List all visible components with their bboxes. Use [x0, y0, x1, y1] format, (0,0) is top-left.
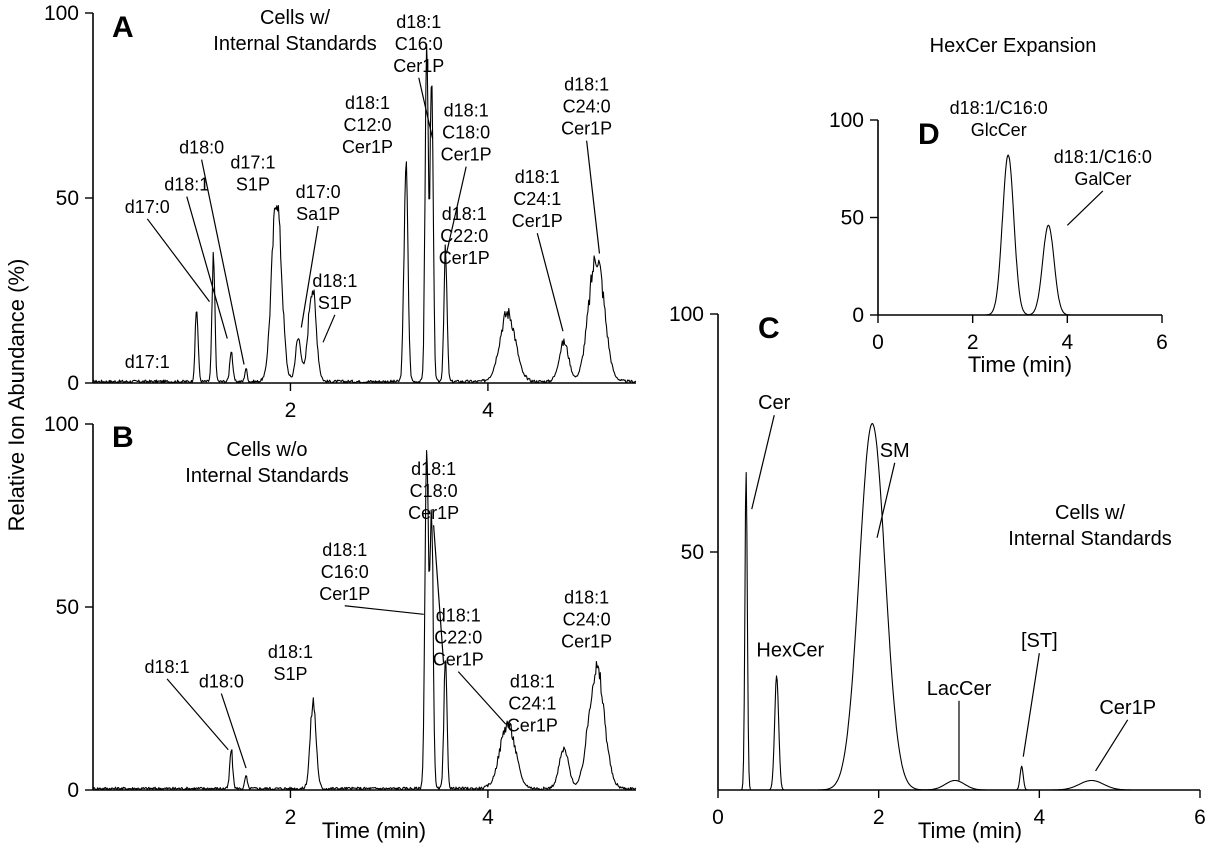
y-tick-label: 100: [44, 413, 79, 436]
peak-annotation: d18:1 C18:0 Cer1P: [441, 101, 492, 165]
peak-annotation: [ST]: [1021, 630, 1058, 652]
peak-annotation: d17:1 S1P: [230, 152, 275, 194]
y-tick-label: 0: [67, 372, 79, 395]
panel-title: Cells w/Internal Standards: [213, 7, 376, 55]
peak-annotation: d18:1 C22:0 Cer1P: [433, 606, 484, 670]
panel-title: HexCer Expansion: [930, 35, 1097, 57]
annotation-leader-line: [876, 462, 896, 538]
peak-annotation: d18:0: [199, 672, 244, 692]
x-tick-label: 2: [285, 806, 297, 829]
annotation-leader-line: [536, 233, 564, 332]
peak-annotation: d18:1/C16:0 GalCer: [1054, 147, 1152, 189]
chromatogram-trace: [92, 449, 637, 791]
annotation-leader-line: [1095, 719, 1129, 772]
peak-annotation: d18:1 S1P: [268, 642, 313, 684]
annotation-leader-line: [1066, 190, 1104, 226]
annotation-leader-line: [300, 225, 319, 328]
peak-annotation: Cer1P: [1099, 697, 1156, 719]
annotation-leader-line: [186, 196, 228, 339]
y-tick-label: 50: [841, 207, 864, 230]
peak-annotation: d18:1 C22:0 Cer1P: [439, 204, 490, 268]
y-tick-label: 50: [56, 596, 79, 619]
peak-annotation: d18:1: [164, 175, 209, 195]
x-tick-label: 2: [285, 399, 297, 422]
peak-annotation: d18:1 C16:0 Cer1P: [319, 540, 370, 604]
y-tick-label: 50: [56, 187, 79, 210]
peak-annotation: HexCer: [756, 640, 824, 662]
annotation-leader-line: [418, 77, 434, 139]
peak-annotation: d18:1 C18:0 Cer1P: [408, 459, 459, 523]
panel-title: Cells w/o Internal Standards: [185, 439, 348, 487]
x-tick-label: 2: [873, 806, 885, 829]
annotation-leader-line: [201, 159, 245, 365]
annotation-leader-line: [344, 605, 424, 615]
chromatogram-trace: [877, 154, 1163, 316]
peak-annotation: d18:1 C24:0 Cer1P: [561, 587, 612, 651]
peak-annotation: d17:1: [125, 352, 170, 372]
annotation-leader-line: [166, 678, 229, 751]
panel-letter: C: [758, 312, 780, 345]
annotation-leader-line: [322, 314, 336, 343]
peak-annotation: d17:0: [125, 197, 170, 217]
peak-annotation: d18:1 C24:0 Cer1P: [561, 75, 612, 139]
x-axis-label: Time (min): [322, 818, 426, 843]
peak-annotation: LacCer: [927, 678, 992, 700]
annotation-leader-line: [445, 166, 467, 254]
annotation-leader-line: [220, 693, 247, 769]
x-tick-label: 4: [482, 806, 494, 829]
chromatogram-trace: [718, 422, 1200, 791]
x-axis-label: Time (min): [918, 818, 1022, 843]
y-tick-label: 100: [829, 109, 864, 132]
y-tick-label: 0: [67, 779, 79, 802]
peak-annotation: d18:1 C24:1 Cer1P: [507, 672, 558, 736]
panel-letter: B: [112, 421, 134, 454]
y-tick-label: 100: [669, 303, 704, 326]
y-tick-label: 50: [681, 541, 704, 564]
y-axis-label: Relative Ion Abundance (%): [4, 259, 29, 532]
annotation-leader-line: [751, 415, 775, 510]
x-tick-label: 6: [1194, 806, 1206, 829]
x-tick-label: 4: [1061, 331, 1073, 354]
annotation-leader-line: [146, 218, 210, 302]
annotation-leader-line: [457, 671, 507, 725]
y-tick-label: 100: [44, 2, 79, 25]
x-tick-label: 2: [967, 331, 979, 354]
peak-annotation: d18:0: [179, 138, 224, 158]
annotation-leader-line: [1022, 653, 1040, 757]
peak-annotation: d18:1 C16:0 Cer1P: [393, 12, 444, 76]
x-tick-label: 4: [482, 399, 494, 422]
peak-annotation: d18:1 C12:0 Cer1P: [342, 93, 393, 157]
x-tick-label: 4: [1033, 806, 1045, 829]
panel-letter: A: [112, 11, 134, 44]
annotation-leader-line: [586, 140, 601, 254]
peak-annotation: d18:1 C24:1 Cer1P: [512, 167, 563, 231]
peak-annotation: d18:1: [145, 657, 190, 677]
peak-annotation: Cer: [758, 392, 791, 414]
panel-letter: D: [918, 118, 940, 151]
annotation-leader-line: [433, 525, 445, 662]
x-tick-label: 0: [712, 806, 724, 829]
panel-c: 50 100 0 2 4 6 Cer HexCer SM LacCer [ST] Cer1P C Cell…: [669, 303, 1206, 843]
chromatogram-trace: [92, 43, 637, 384]
peak-annotation: d18:1 S1P: [312, 271, 357, 313]
y-tick-label: 0: [852, 304, 864, 327]
peak-annotation: d17:0 Sa1P: [296, 182, 341, 224]
peak-annotation: SM: [880, 440, 910, 462]
x-tick-label: 6: [1156, 331, 1168, 354]
x-axis-label: Time (min): [968, 352, 1072, 377]
peak-annotation: d18:1/C16:0 GlcCer: [950, 98, 1048, 140]
panel-title: Cells w/Internal Standards: [1008, 502, 1171, 550]
x-tick-label: 0: [872, 331, 884, 354]
